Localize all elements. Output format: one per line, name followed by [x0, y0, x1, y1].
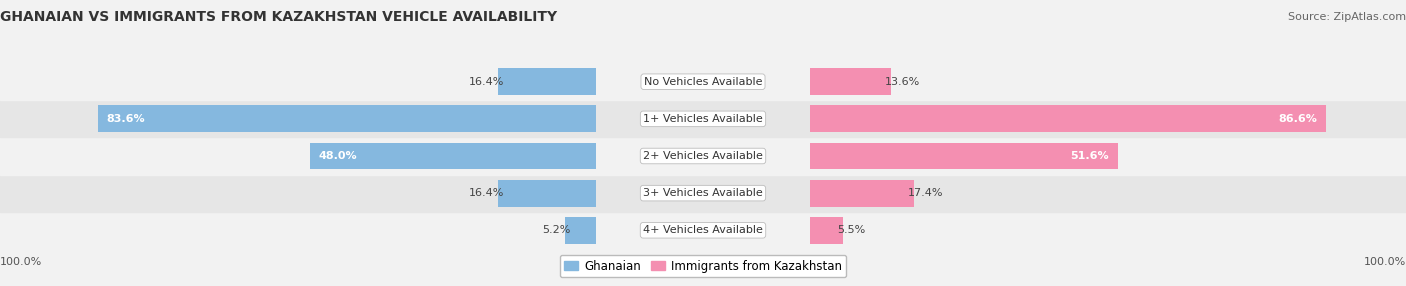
- Text: No Vehicles Available: No Vehicles Available: [644, 77, 762, 87]
- Bar: [565, 217, 596, 244]
- Text: 1+ Vehicles Available: 1+ Vehicles Available: [643, 114, 763, 124]
- Bar: [0, 212, 1406, 249]
- Text: 48.0%: 48.0%: [319, 151, 357, 161]
- Bar: [810, 217, 844, 244]
- Text: 17.4%: 17.4%: [908, 188, 943, 198]
- Bar: [810, 180, 914, 206]
- Text: 83.6%: 83.6%: [107, 114, 145, 124]
- Text: 3+ Vehicles Available: 3+ Vehicles Available: [643, 188, 763, 198]
- Text: 100.0%: 100.0%: [0, 257, 42, 267]
- Bar: [0, 63, 1406, 100]
- Bar: [97, 106, 596, 132]
- Bar: [498, 180, 596, 206]
- Text: 5.5%: 5.5%: [837, 225, 865, 235]
- Bar: [498, 68, 596, 95]
- Text: 100.0%: 100.0%: [1364, 257, 1406, 267]
- Bar: [0, 174, 1406, 212]
- Text: 4+ Vehicles Available: 4+ Vehicles Available: [643, 225, 763, 235]
- Text: 13.6%: 13.6%: [886, 77, 921, 87]
- Text: 2+ Vehicles Available: 2+ Vehicles Available: [643, 151, 763, 161]
- Bar: [810, 143, 1118, 169]
- Bar: [309, 143, 596, 169]
- Bar: [0, 138, 1406, 174]
- Text: GHANAIAN VS IMMIGRANTS FROM KAZAKHSTAN VEHICLE AVAILABILITY: GHANAIAN VS IMMIGRANTS FROM KAZAKHSTAN V…: [0, 10, 557, 24]
- Legend: Ghanaian, Immigrants from Kazakhstan: Ghanaian, Immigrants from Kazakhstan: [560, 255, 846, 277]
- Bar: [810, 68, 891, 95]
- Text: 16.4%: 16.4%: [468, 77, 503, 87]
- Bar: [810, 106, 1326, 132]
- Bar: [0, 100, 1406, 138]
- Text: 16.4%: 16.4%: [468, 188, 503, 198]
- Text: 51.6%: 51.6%: [1070, 151, 1109, 161]
- Text: 86.6%: 86.6%: [1278, 114, 1317, 124]
- Text: 5.2%: 5.2%: [543, 225, 571, 235]
- Text: Source: ZipAtlas.com: Source: ZipAtlas.com: [1288, 12, 1406, 22]
